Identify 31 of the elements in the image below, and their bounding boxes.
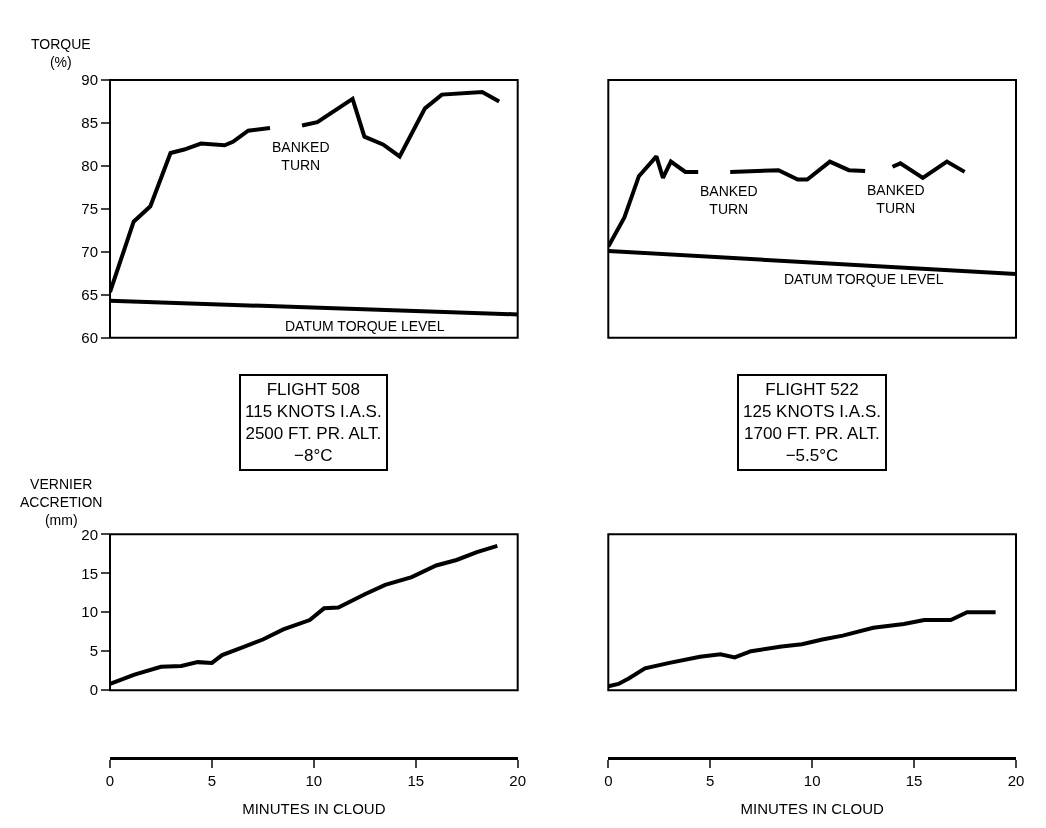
x-tick-label: 15 <box>407 772 425 789</box>
x-axis-title: MINUTES IN CLOUD <box>740 800 884 817</box>
x-tick-label: 5 <box>706 772 715 789</box>
y-tick-label: 65 <box>81 285 98 303</box>
annotation: BANKED TURN <box>700 183 758 218</box>
x-tick-label: 10 <box>803 772 821 789</box>
x-tick-label: 20 <box>1007 772 1025 789</box>
x-tick-label: 5 <box>207 772 217 789</box>
x-tick-label: 20 <box>509 772 527 789</box>
y-tick-label: 5 <box>89 642 98 660</box>
y-tick-label: 60 <box>81 328 98 346</box>
y-tick-label: 10 <box>81 603 98 621</box>
y-tick-label: 75 <box>81 200 98 218</box>
text: FLIGHT 522 125 KNOTS I.A.S. 1700 FT. PR. ALT. −5.5°C <box>743 380 881 466</box>
annotation: BANKED TURN <box>867 182 925 217</box>
annotation: BANKED TURN <box>272 139 330 174</box>
y-tick-label: 70 <box>81 243 98 261</box>
y-tick-label: 0 <box>89 681 98 699</box>
text: FLIGHT 508 115 KNOTS I.A.S. 2500 FT. PR. ALT. −8°C <box>245 380 382 466</box>
annotation: DATUM TORQUE LEVEL <box>784 271 944 287</box>
y-tick-label: 15 <box>81 564 98 582</box>
annotation: DATUM TORQUE LEVEL <box>285 318 445 334</box>
x-axis-title: MINUTES IN CLOUD <box>242 800 386 817</box>
y-tick-label: 80 <box>81 157 98 175</box>
x-tick-label: 15 <box>905 772 923 789</box>
x-tick-label: 10 <box>305 772 323 789</box>
x-tick-label: 0 <box>604 772 613 789</box>
y-tick-label: 85 <box>81 114 98 132</box>
y-axis-title: TORQUE (%) <box>31 36 91 71</box>
x-tick-label: 0 <box>105 772 115 789</box>
y-tick-label: 90 <box>81 71 98 89</box>
